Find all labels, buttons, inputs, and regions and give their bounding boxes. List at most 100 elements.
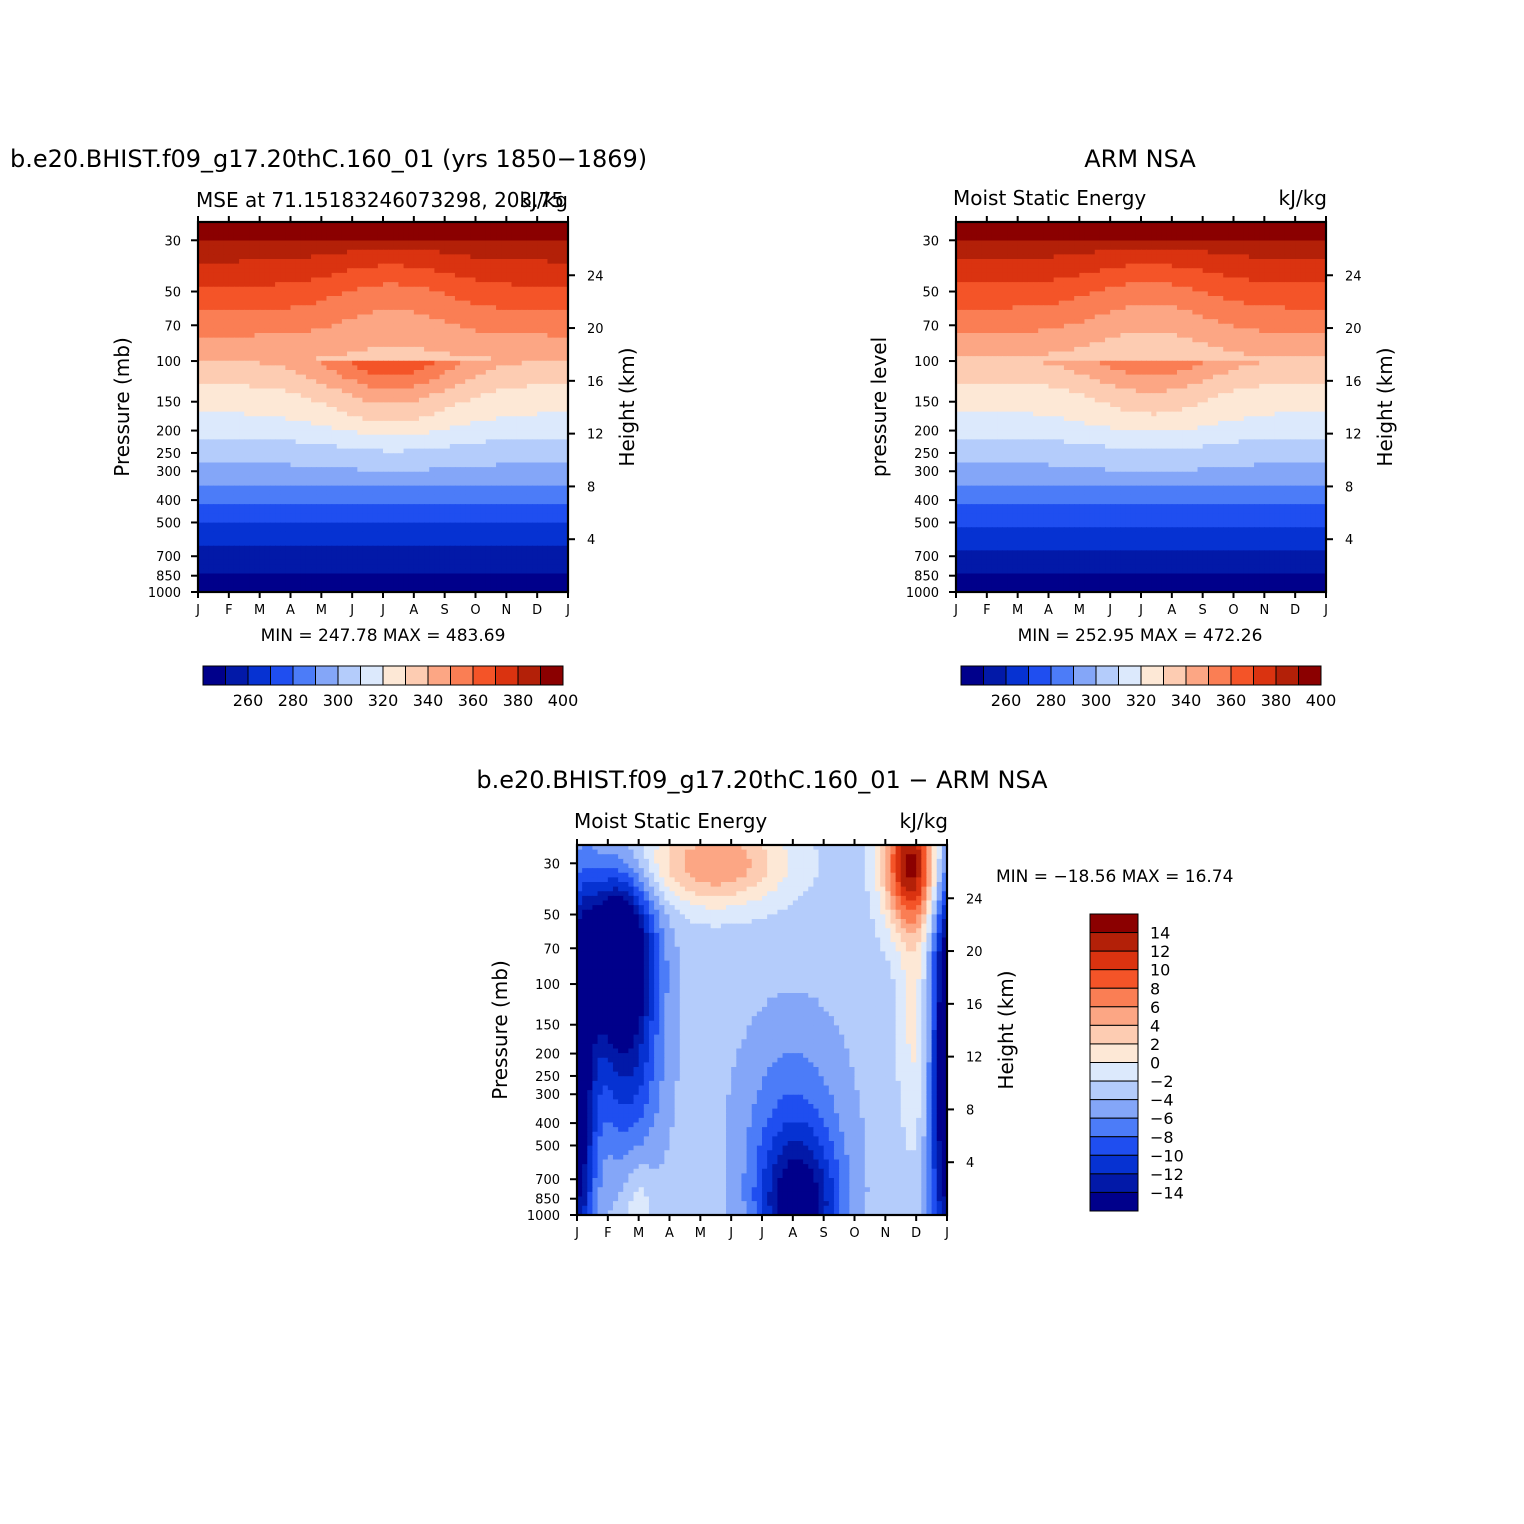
- field-cell: [542, 536, 549, 542]
- field-cell: [377, 351, 384, 357]
- field-cell: [264, 370, 271, 376]
- field-cell: [336, 374, 343, 380]
- field-cell: [331, 481, 338, 487]
- field-cell: [347, 430, 353, 436]
- field-cell: [496, 222, 502, 228]
- field-cell: [490, 245, 497, 251]
- field-cell: [336, 319, 343, 325]
- field-cell: [424, 272, 430, 279]
- field-cell: [341, 263, 348, 269]
- field-cell: [434, 346, 441, 353]
- field-cell: [357, 305, 364, 311]
- field-cell: [352, 231, 358, 237]
- field-cell: [408, 263, 415, 269]
- field-cell: [557, 444, 564, 450]
- field-cell: [223, 388, 230, 394]
- field-cell: [511, 383, 518, 390]
- field-cell: [331, 296, 338, 302]
- field-cell: [264, 240, 271, 246]
- field-cell: [367, 333, 374, 339]
- field-cell: [388, 333, 394, 339]
- field-cell: [490, 536, 497, 542]
- field-cell: [408, 346, 415, 353]
- field-cell: [357, 342, 364, 348]
- field-cell: [362, 518, 369, 524]
- field-cell: [552, 263, 559, 269]
- field-cell: [454, 462, 461, 468]
- field-cell: [269, 416, 276, 422]
- field-cell: [321, 365, 328, 371]
- field-cell: [429, 494, 435, 501]
- field-cell: [557, 342, 564, 348]
- field-cell: [470, 272, 477, 279]
- field-cell: [424, 462, 430, 468]
- field-cell: [537, 337, 543, 343]
- field-cell: [259, 494, 266, 501]
- field-cell: [516, 407, 523, 413]
- field-cell: [398, 346, 405, 353]
- field-cell: [331, 370, 338, 376]
- field-cell: [557, 513, 564, 519]
- field-cell: [228, 541, 235, 547]
- field-cell: [562, 300, 569, 306]
- field-cell: [516, 490, 523, 496]
- field-cell: [439, 388, 446, 394]
- field-cell: [244, 393, 250, 399]
- field-cell: [377, 508, 384, 514]
- field-cell: [352, 416, 358, 422]
- field-cell: [321, 527, 328, 533]
- field-cell: [485, 314, 492, 320]
- field-cell: [393, 240, 400, 246]
- field-cell: [311, 323, 317, 329]
- field-cell: [552, 453, 559, 459]
- field-cell: [532, 430, 538, 436]
- field-cell: [429, 249, 435, 255]
- field-cell: [264, 374, 271, 380]
- field-cell: [280, 513, 286, 519]
- field-cell: [254, 360, 261, 366]
- field-cell: [336, 286, 343, 292]
- field-cell: [249, 425, 256, 431]
- field-cell: [336, 467, 343, 473]
- field-cell: [501, 448, 507, 454]
- field-cell: [244, 481, 250, 487]
- field-cell: [557, 356, 564, 362]
- field-cell: [413, 351, 420, 357]
- field-cell: [269, 453, 276, 459]
- field-cell: [377, 240, 384, 246]
- field-cell: [490, 374, 497, 380]
- field-cell: [454, 356, 461, 362]
- field-cell: [475, 314, 482, 320]
- field-cell: [305, 272, 312, 279]
- field-cell: [388, 393, 394, 399]
- field-cell: [547, 300, 554, 306]
- field-cell: [388, 383, 394, 390]
- field-cell: [449, 286, 456, 292]
- field-cell: [264, 411, 271, 417]
- field-cell: [233, 370, 240, 376]
- field-cell: [429, 434, 435, 440]
- field-cell: [336, 485, 343, 491]
- field-cell: [347, 448, 353, 454]
- field-cell: [413, 457, 420, 464]
- field-cell: [413, 476, 420, 482]
- field-cell: [388, 439, 394, 445]
- field-cell: [490, 272, 497, 279]
- field-cell: [367, 494, 374, 501]
- field-cell: [285, 448, 292, 454]
- field-cell: [454, 393, 461, 399]
- field-cell: [239, 397, 245, 403]
- field-cell: [305, 346, 312, 353]
- field-cell: [239, 457, 245, 464]
- field-cell: [429, 268, 435, 274]
- field-cell: [347, 476, 353, 482]
- field-cell: [208, 494, 215, 501]
- field-cell: [542, 254, 549, 260]
- field-cell: [239, 309, 245, 316]
- field-cell: [475, 481, 482, 487]
- field-cell: [547, 259, 554, 265]
- field-cell: [444, 388, 451, 394]
- field-cell: [434, 259, 441, 265]
- field-cell: [418, 467, 425, 473]
- field-cell: [357, 333, 364, 339]
